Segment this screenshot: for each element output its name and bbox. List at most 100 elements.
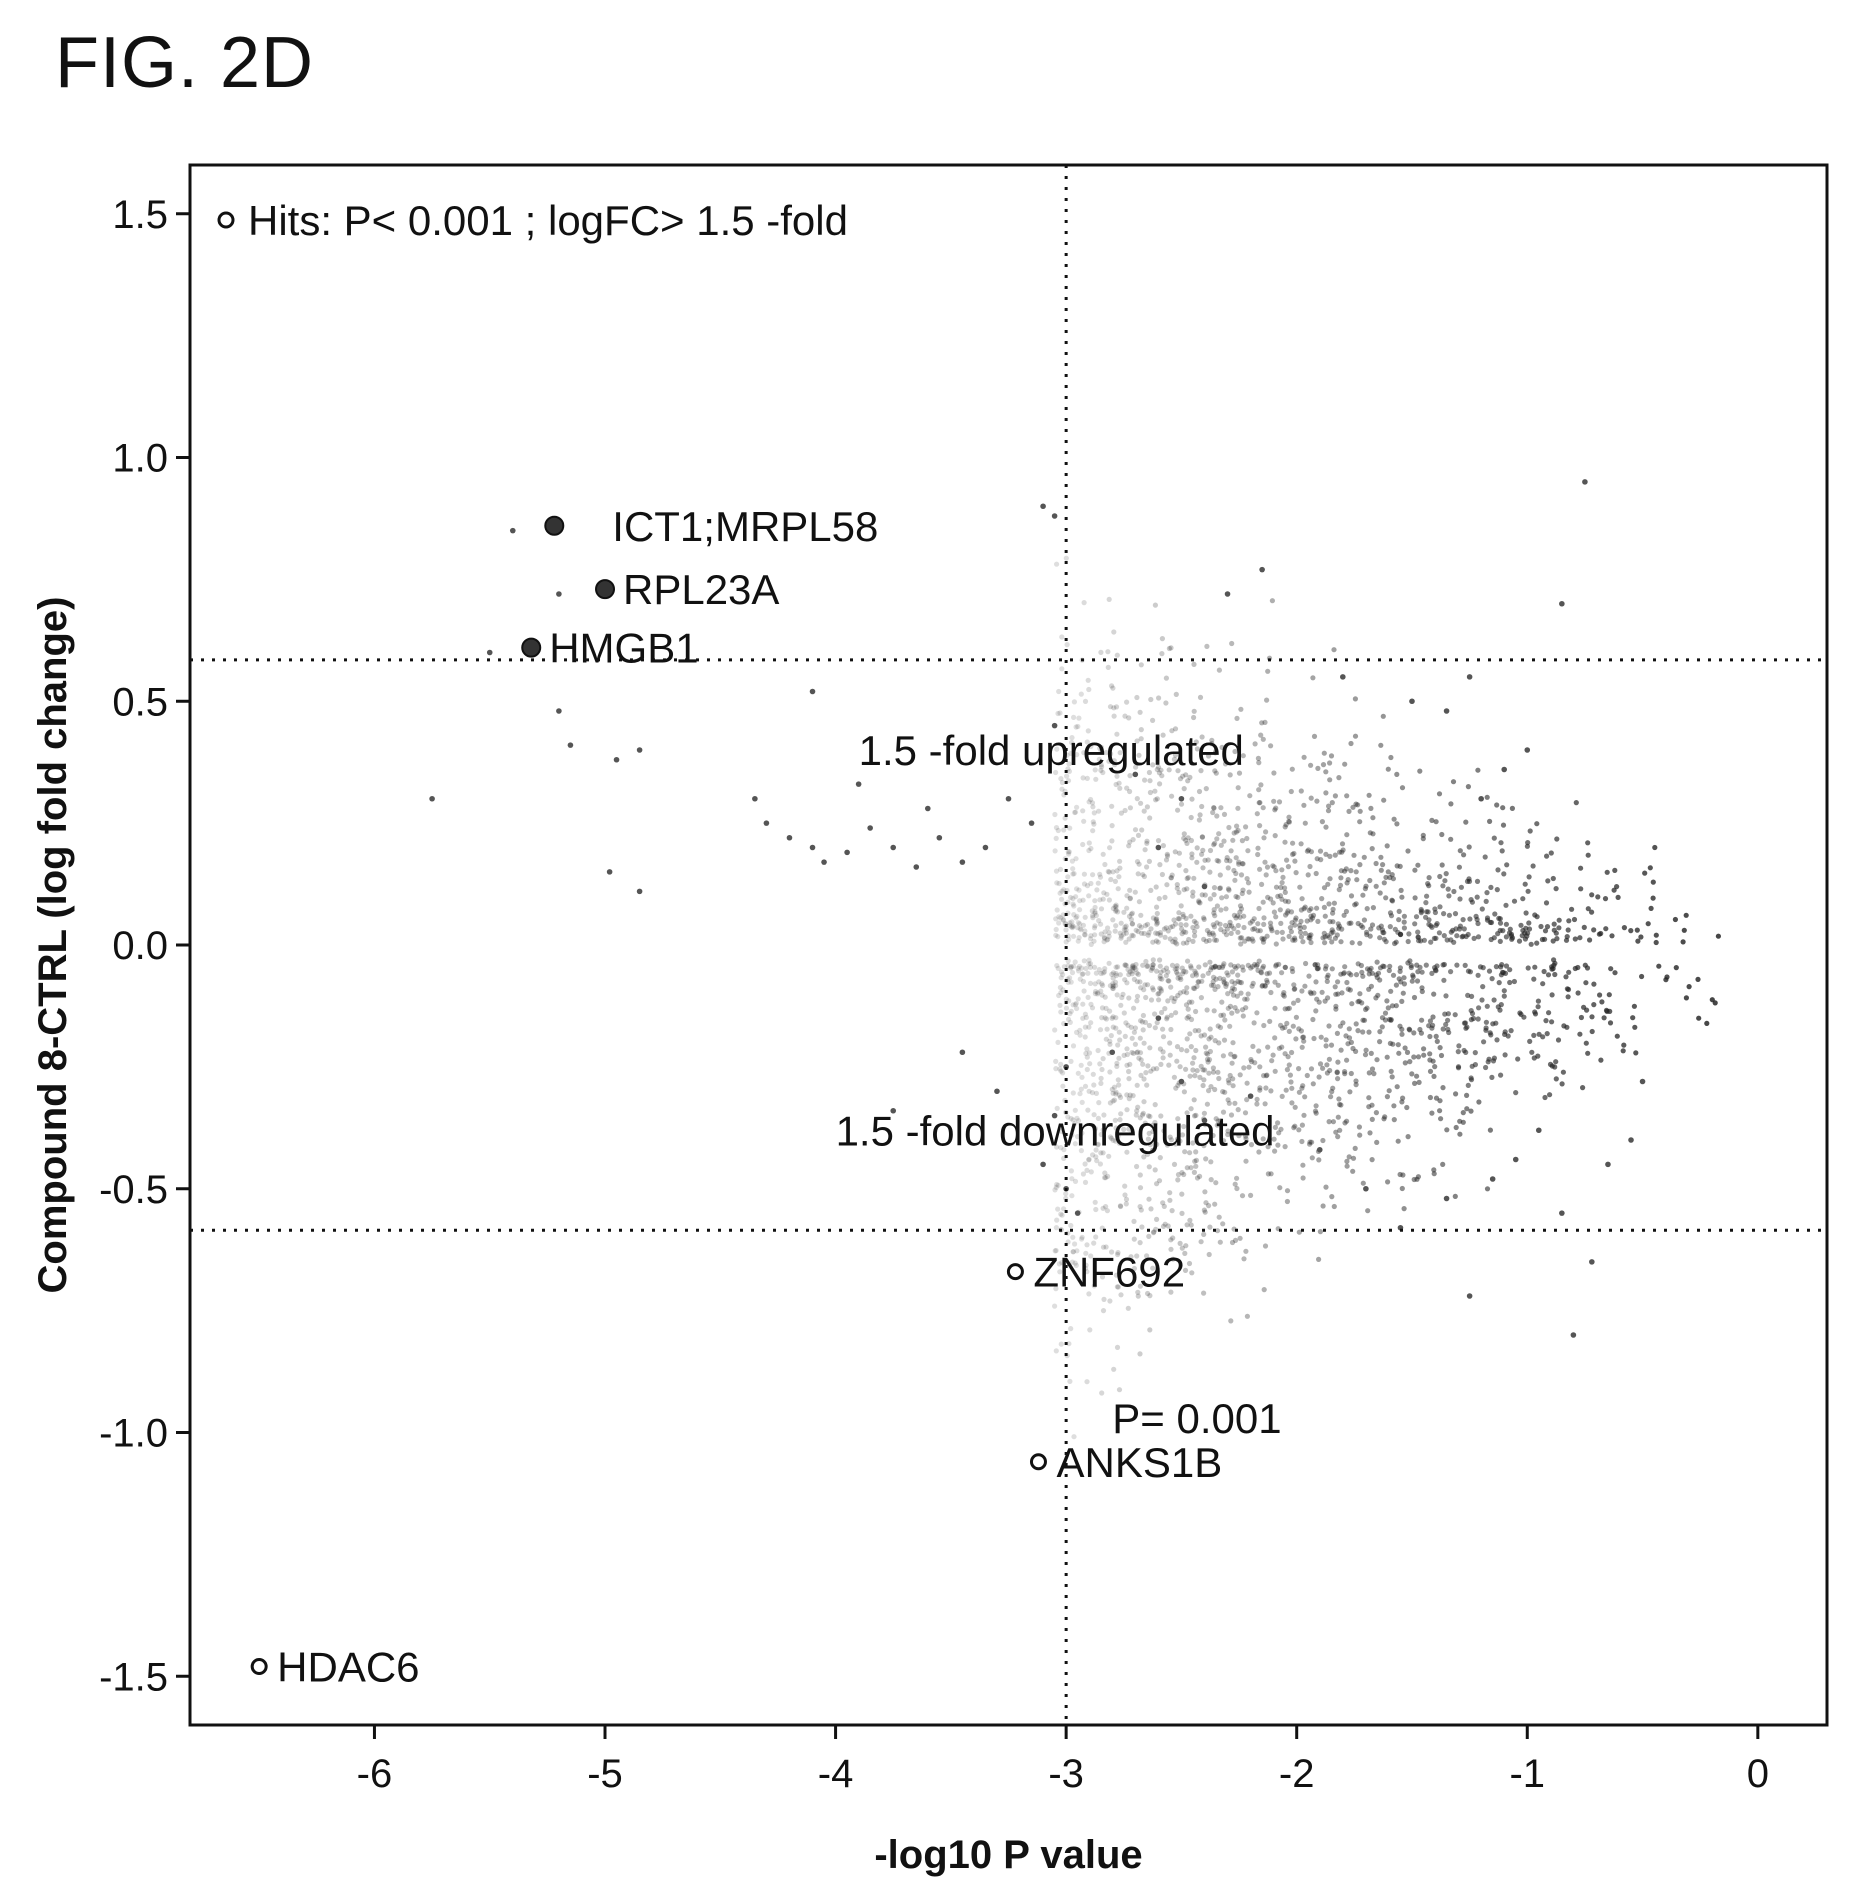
- density-point: [1079, 1099, 1085, 1105]
- density-point: [1275, 982, 1281, 988]
- density-point: [1126, 995, 1132, 1001]
- density-point: [1221, 838, 1227, 844]
- density-point: [1389, 897, 1395, 903]
- density-point: [1231, 912, 1237, 919]
- density-point: [1254, 1010, 1260, 1016]
- density-point: [1134, 998, 1140, 1004]
- density-point: [1124, 1051, 1130, 1058]
- density-point: [1084, 1379, 1090, 1385]
- density-point: [1132, 889, 1138, 895]
- density-point: [1273, 805, 1279, 811]
- density-point: [1411, 1030, 1417, 1036]
- background-point: [1109, 1049, 1116, 1056]
- density-point: [1070, 1117, 1076, 1123]
- density-point: [1123, 927, 1129, 933]
- density-point: [1448, 801, 1454, 807]
- density-point: [1310, 915, 1316, 921]
- density-point: [1395, 1138, 1401, 1144]
- density-point: [1458, 884, 1464, 890]
- density-point: [1305, 872, 1311, 878]
- density-point: [1143, 958, 1149, 965]
- density-point: [1387, 910, 1394, 916]
- density-point: [1487, 818, 1493, 825]
- density-point: [1246, 936, 1252, 942]
- density-point: [1569, 906, 1575, 912]
- density-point: [1082, 1024, 1088, 1030]
- density-point: [1152, 1025, 1158, 1031]
- density-point: [1264, 864, 1271, 870]
- density-point: [1093, 912, 1099, 919]
- density-point: [1469, 993, 1475, 1000]
- density-point: [1282, 1051, 1288, 1057]
- density-point: [1213, 976, 1219, 982]
- density-point: [1103, 1016, 1110, 1022]
- density-point: [1053, 932, 1059, 938]
- density-point: [1283, 822, 1289, 828]
- density-point: [1071, 1434, 1077, 1440]
- density-point: [1548, 850, 1554, 856]
- density-point: [1526, 920, 1532, 926]
- density-point: [1244, 1080, 1250, 1086]
- density-point: [1264, 1072, 1270, 1078]
- density-point: [1071, 912, 1077, 918]
- density-point: [1320, 935, 1326, 941]
- density-point: [1096, 808, 1102, 814]
- density-point: [1118, 1292, 1124, 1298]
- density-point: [1373, 860, 1379, 867]
- background-point: [1051, 722, 1058, 729]
- density-point: [1079, 1236, 1085, 1242]
- density-point: [1181, 1089, 1187, 1095]
- density-point: [1203, 1044, 1209, 1050]
- background-point: [752, 795, 758, 802]
- density-point: [1175, 992, 1181, 999]
- density-point: [1591, 927, 1597, 933]
- density-point: [1267, 1018, 1273, 1024]
- density-point: [1286, 933, 1292, 940]
- density-point: [1363, 1047, 1369, 1053]
- density-point: [1585, 840, 1591, 846]
- density-point: [1293, 915, 1299, 921]
- density-point: [1179, 926, 1185, 932]
- density-point: [1431, 1171, 1437, 1177]
- density-point: [1203, 1200, 1209, 1206]
- density-point: [1387, 1040, 1393, 1046]
- density-point: [1242, 1110, 1249, 1116]
- density-point: [1219, 999, 1225, 1005]
- density-point: [1260, 963, 1267, 969]
- density-point: [1068, 1222, 1074, 1229]
- density-point: [1329, 939, 1335, 945]
- density-point: [1290, 968, 1296, 975]
- density-point: [1241, 1256, 1247, 1262]
- density-point: [1322, 940, 1328, 946]
- density-point: [1188, 1222, 1194, 1228]
- density-point: [1269, 598, 1275, 604]
- density-point: [1092, 904, 1098, 911]
- density-point: [1217, 921, 1223, 927]
- density-point: [1152, 1119, 1158, 1126]
- density-point: [1398, 979, 1404, 985]
- density-point: [1107, 1069, 1113, 1075]
- density-point: [1302, 820, 1308, 826]
- density-point: [1053, 1225, 1059, 1231]
- density-point: [1064, 1140, 1070, 1146]
- density-point: [1384, 1094, 1390, 1100]
- density-point: [1483, 898, 1489, 905]
- density-point: [1355, 920, 1361, 927]
- density-point: [1113, 904, 1119, 910]
- density-point: [1316, 1256, 1322, 1262]
- density-point: [1556, 917, 1562, 923]
- density-point: [1130, 964, 1136, 971]
- density-point: [1383, 874, 1389, 881]
- density-point: [1064, 752, 1070, 758]
- density-point: [1366, 1104, 1372, 1110]
- density-point: [1181, 835, 1187, 841]
- density-point: [1301, 906, 1307, 912]
- density-point: [1087, 980, 1094, 987]
- density-point: [1489, 1074, 1495, 1080]
- density-point: [1070, 866, 1076, 872]
- density-point: [1429, 817, 1435, 824]
- density-point: [1522, 881, 1528, 887]
- density-point: [1451, 888, 1457, 895]
- density-point: [1111, 1366, 1117, 1372]
- background-point: [1466, 1293, 1473, 1299]
